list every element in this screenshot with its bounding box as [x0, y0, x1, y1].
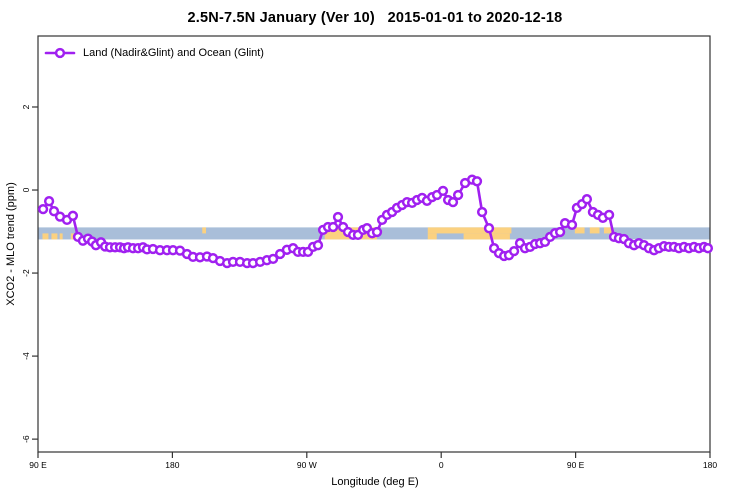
- series-marker: [67, 210, 79, 221]
- legend: Land (Nadir&Glint) and Ocean (Glint): [44, 47, 264, 59]
- map-strip-land: [51, 233, 58, 240]
- x-tick-label: 90 E: [567, 460, 585, 470]
- legend-label: Land (Nadir&Glint) and Ocean (Glint): [83, 47, 264, 59]
- map-strip-land: [202, 227, 206, 234]
- series-marker: [471, 176, 483, 187]
- series-marker: [476, 206, 488, 218]
- series-marker: [447, 196, 459, 208]
- map-strip-land: [427, 227, 512, 234]
- x-tick-label: 180: [165, 460, 179, 470]
- x-tick-label: 90 E: [29, 460, 47, 470]
- y-tick-label: -4: [21, 352, 31, 360]
- series-marker: [312, 240, 324, 251]
- map-strip-land: [463, 233, 510, 240]
- y-tick-label: 0: [21, 187, 31, 192]
- y-tick-label: -2: [21, 269, 31, 277]
- y-axis-label: XCO2 - MLO trend (ppm): [5, 182, 17, 306]
- axes: 90 E 180 90 W 0 90 E 180 2 0 -2 -4 -6: [21, 104, 717, 470]
- x-tick-label: 90 W: [297, 460, 317, 470]
- chart-title: 2.5N-7.5N January (Ver 10) 2015-01-01 to…: [187, 10, 563, 26]
- map-strip-land: [589, 227, 600, 234]
- series-marker: [48, 206, 60, 217]
- series-marker: [483, 223, 495, 234]
- series-marker: [702, 243, 714, 254]
- series-marker: [554, 226, 566, 238]
- map-strip-land: [574, 227, 585, 234]
- series-marker: [437, 185, 449, 197]
- series-marker: [332, 211, 344, 223]
- map-strip-land: [427, 233, 437, 240]
- y-tick-label: 2: [21, 104, 31, 109]
- map-strip-land: [42, 233, 49, 240]
- legend-line-marker-icon: [44, 47, 76, 59]
- series-marker: [566, 219, 578, 231]
- series-marker: [37, 203, 49, 215]
- x-axis-label: Longitude (deg E): [331, 476, 419, 488]
- series-marker: [43, 196, 55, 207]
- map-strip-land: [59, 233, 63, 240]
- series-marker: [452, 189, 464, 201]
- series-marker: [581, 194, 593, 205]
- y-tick-label: -6: [21, 435, 31, 443]
- series-marker: [371, 226, 383, 238]
- series-marker: [508, 245, 520, 257]
- series-marker: [327, 221, 339, 233]
- series-marker: [603, 209, 615, 221]
- series-land-ocean: [37, 174, 714, 269]
- legend-marker: [54, 47, 66, 59]
- map-strip-land: [603, 227, 612, 234]
- x-tick-label: 0: [439, 460, 444, 470]
- x-tick-label: 180: [703, 460, 717, 470]
- series-marker: [267, 253, 279, 265]
